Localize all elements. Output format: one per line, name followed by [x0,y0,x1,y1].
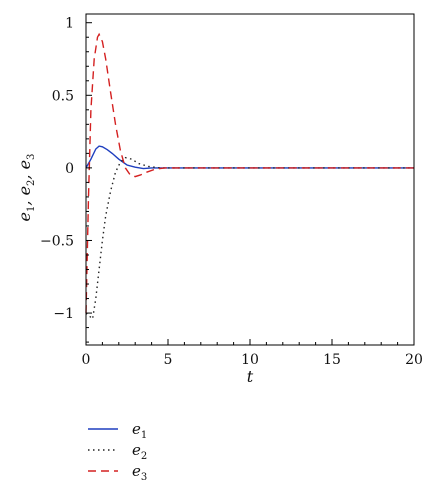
y-tick-label: 1 [65,16,74,32]
x-axis: 0 5 10 15 20 [82,339,423,368]
y-tick-label: −0.5 [40,233,74,249]
y-tick-label: 0 [65,161,74,177]
y-title-base: e [15,212,34,221]
plot-area [85,32,414,321]
x-tick-label: 20 [405,352,423,368]
y-title-base: e [15,160,34,169]
y-axis-title: e1, e2, e3 [15,154,37,222]
y-title-subscript: 3 [26,154,37,160]
series-line-e2 [85,156,414,321]
x-tick-label: 5 [164,352,173,368]
series-line-e1 [85,145,414,170]
y-tick-label: −1 [53,306,74,322]
x-tick-label: 10 [241,352,259,368]
legend-label-e1: e1 [132,420,147,441]
y-title-subscript: 2 [26,180,37,186]
x-tick-label: 15 [323,352,341,368]
y-title-separator: , [15,195,34,205]
plot-frame [85,13,415,346]
y-title-base: e [15,186,34,195]
series-line-e3 [85,32,414,314]
legend-label-e3: e3 [132,462,147,483]
y-title-separator: , [15,169,34,179]
x-tick-label: 0 [82,352,91,368]
x-axis-title: t [247,367,254,386]
y-title-subscript: 1 [26,206,37,212]
legend-label-e2: e2 [132,441,147,462]
y-tick-label: 0.5 [52,88,74,104]
y-axis: 1 0.5 0 −0.5 −1 [40,16,92,343]
